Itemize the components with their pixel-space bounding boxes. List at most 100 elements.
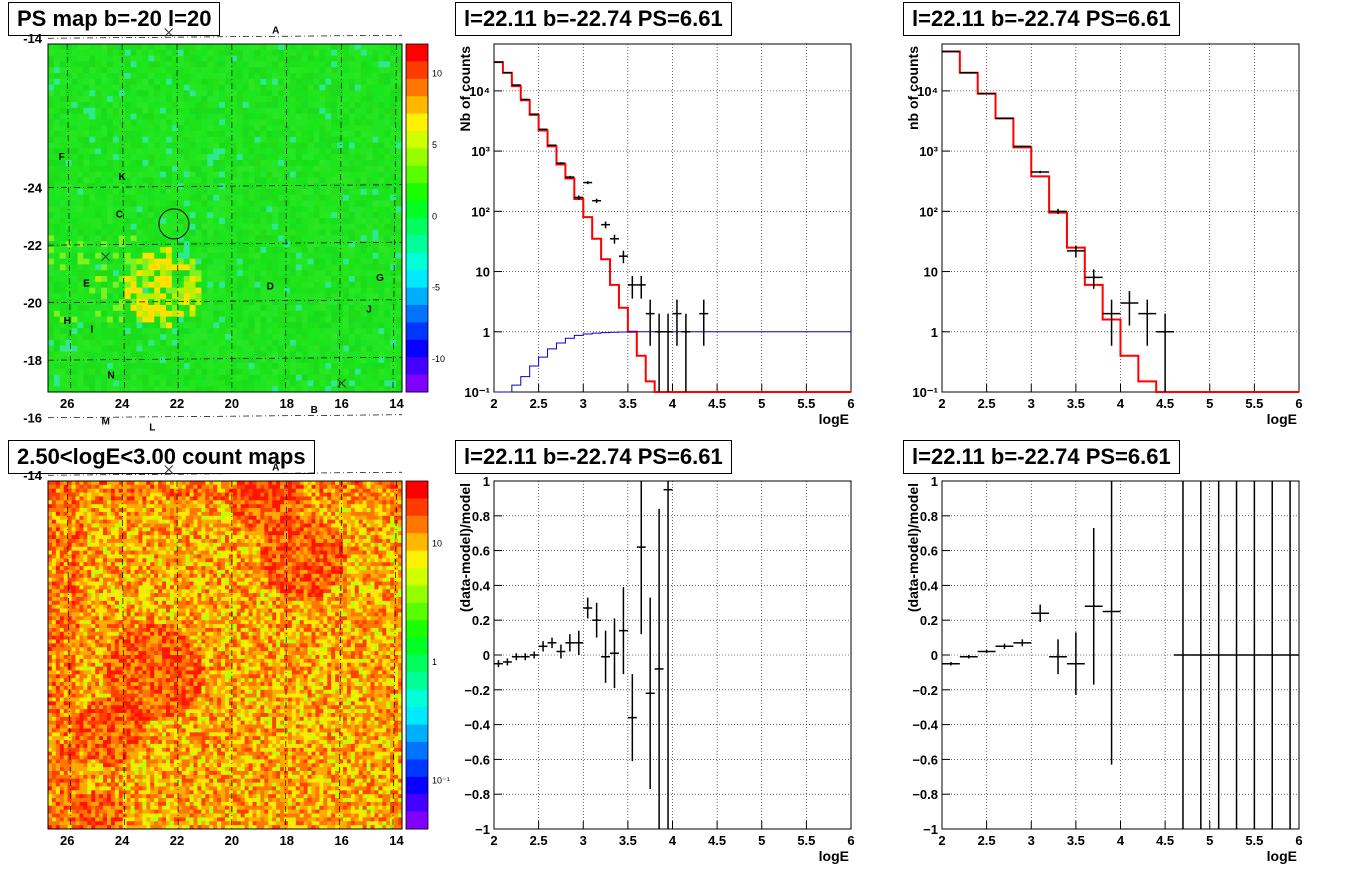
map-pixel	[348, 177, 356, 184]
map-pixel	[59, 685, 65, 691]
map-pixel	[207, 229, 214, 236]
map-pixel	[79, 658, 84, 664]
map-pixel	[230, 67, 238, 74]
map-pixel	[99, 535, 104, 540]
map-pixel	[75, 774, 80, 780]
map-pixel	[59, 670, 65, 675]
map-pixel	[366, 102, 373, 109]
map-pixel	[260, 258, 267, 265]
map-pixel	[225, 84, 232, 91]
map-pixel	[95, 281, 102, 288]
map-pixel	[266, 90, 273, 97]
map-pixel	[130, 258, 137, 265]
map-pixel	[384, 165, 391, 172]
map-pixel	[319, 339, 326, 346]
map-pixel	[48, 241, 55, 248]
map-pixel	[83, 519, 88, 524]
map-pixel	[91, 658, 96, 664]
map-pixel	[87, 755, 92, 760]
map-pixel	[331, 194, 338, 201]
map-pixel	[91, 627, 96, 633]
map-pixel	[372, 73, 379, 80]
map-pixel	[301, 287, 308, 294]
map-pixel	[55, 608, 61, 613]
map-pixel	[207, 125, 214, 132]
map-pixel	[112, 322, 120, 329]
map-pixel	[284, 229, 291, 236]
map-pixel	[289, 322, 297, 329]
map-pixel	[313, 235, 320, 242]
map-pixel	[348, 345, 356, 352]
map-pixel	[337, 160, 344, 167]
map-pixel	[254, 136, 261, 143]
map-pixel	[118, 235, 126, 242]
map-pixel	[248, 218, 255, 225]
map-pixel	[354, 345, 362, 352]
map-pixel	[118, 136, 126, 143]
map-pixel	[354, 223, 362, 230]
map-pixel	[278, 310, 285, 317]
map-pixel	[59, 825, 65, 830]
map-pixel	[59, 542, 65, 548]
map-pixel	[177, 299, 185, 306]
map-pixel	[366, 125, 373, 132]
map-pixel	[130, 189, 137, 196]
map-pixel	[272, 293, 279, 300]
map-pixel	[48, 160, 55, 167]
map-pixel	[83, 276, 90, 283]
map-pixel	[48, 550, 53, 555]
map-pixel	[260, 293, 267, 300]
map-pixel	[225, 102, 232, 109]
map-pixel	[260, 154, 267, 161]
map-pixel	[242, 305, 249, 312]
map-pixel	[48, 631, 53, 637]
map-pixel	[278, 258, 285, 265]
map-pixel	[148, 200, 155, 207]
map-pixel	[343, 107, 350, 114]
map-pixel	[67, 751, 72, 756]
map-pixel	[366, 351, 373, 358]
map-pixel	[65, 357, 72, 364]
map-pixel	[313, 90, 320, 97]
map-pixel	[77, 125, 84, 132]
map-pixel	[95, 624, 100, 629]
map-pixel	[112, 125, 120, 132]
map-pixel	[177, 305, 185, 312]
map-pixel	[130, 374, 137, 381]
map-pixel	[71, 165, 78, 172]
map-pixel	[142, 200, 149, 207]
map-pixel	[83, 235, 90, 242]
map-pixel	[83, 212, 90, 219]
map-pixel	[189, 55, 196, 62]
map-pixel	[225, 281, 232, 288]
map-pixel	[91, 732, 96, 737]
map-pixel	[87, 484, 92, 490]
map-pixel	[372, 258, 379, 265]
map-pixel	[284, 171, 291, 178]
map-pixel	[313, 183, 320, 190]
map-pixel	[103, 643, 108, 648]
map-pixel	[51, 539, 57, 544]
map-pixel	[225, 363, 232, 370]
map-pixel	[201, 44, 208, 51]
map-pixel	[55, 782, 61, 787]
map-pixel	[225, 206, 232, 213]
map-pixel	[301, 200, 308, 207]
map-pixel	[71, 293, 78, 300]
map-pixel	[260, 136, 267, 143]
map-pixel	[53, 345, 61, 352]
map-pixel	[103, 593, 108, 598]
map-pixel	[325, 73, 332, 80]
map-pixel	[51, 682, 57, 687]
map-pixel	[101, 264, 108, 271]
map-pixel	[266, 229, 273, 236]
map-pixel	[83, 600, 88, 606]
map-pixel	[48, 759, 53, 764]
map-pixel	[83, 720, 88, 725]
map-pixel	[207, 84, 214, 91]
map-pixel	[83, 107, 90, 114]
map-pixel	[75, 577, 80, 582]
map-pixel	[301, 299, 308, 306]
map-pixel	[166, 270, 173, 277]
map-pixel	[189, 357, 196, 364]
